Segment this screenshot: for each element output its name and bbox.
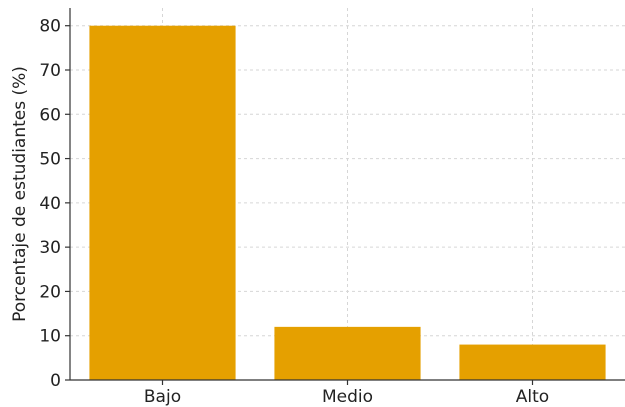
x-tick-label-alto: Alto	[516, 387, 549, 407]
y-tick-label: 0	[50, 371, 61, 391]
bar-medio	[274, 326, 421, 380]
y-axis-label: Porcentaje de estudiantes (%)	[10, 66, 30, 322]
x-tick-label-bajo: Bajo	[144, 387, 181, 407]
bar-bajo	[89, 25, 236, 380]
x-ticks: Bajo Medio Alto	[144, 380, 549, 407]
bars	[89, 25, 606, 380]
y-tick-label: 70	[39, 61, 61, 81]
y-tick-label: 20	[39, 282, 61, 302]
y-tick-label: 30	[39, 238, 61, 258]
x-tick-label-medio: Medio	[322, 387, 373, 407]
y-tick-label: 60	[39, 105, 61, 125]
y-ticks: 0 10 20 30 40 50 60 70 80	[39, 17, 70, 391]
y-tick-label: 10	[39, 327, 61, 347]
y-tick-label: 80	[39, 17, 61, 37]
bar-alto	[459, 344, 606, 380]
y-tick-label: 50	[39, 150, 61, 170]
y-tick-label: 40	[39, 194, 61, 214]
